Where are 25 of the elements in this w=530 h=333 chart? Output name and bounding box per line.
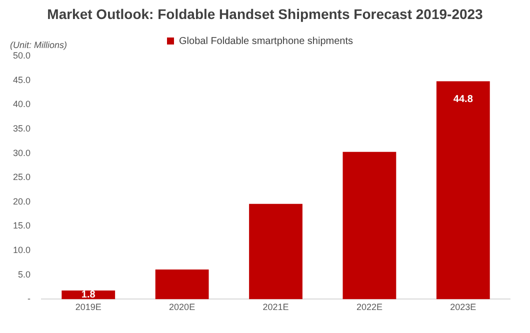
x-tick-label: 2021E: [262, 302, 289, 312]
bar: [155, 270, 209, 300]
y-tick-label: 20.0: [12, 196, 31, 206]
x-tick-label: 2019E: [75, 302, 102, 312]
bar: [249, 204, 302, 300]
bar: [436, 81, 490, 300]
data-label: 1.8: [81, 290, 96, 301]
data-label: 44.8: [453, 94, 474, 106]
y-tick-label: 35.0: [12, 123, 31, 134]
x-tick-label: 2020E: [169, 302, 196, 312]
y-tick-label: 5.0: [18, 269, 31, 280]
legend-label: Global Foldable smartphone shipments: [179, 36, 353, 47]
y-axis-title: (Unit: Millions): [10, 40, 68, 50]
x-tick-label: 2022E: [356, 302, 382, 312]
y-tick-label: -: [28, 294, 31, 304]
chart-title: Market Outlook: Foldable Handset Shipments Forecast 2019-2023: [46, 6, 484, 22]
y-tick-label: 50.0: [12, 50, 31, 60]
y-tick-label: 45.0: [12, 74, 31, 85]
y-tick-label: 15.0: [12, 220, 31, 231]
y-tick-label: 30.0: [12, 148, 31, 158]
y-tick-label: 10.0: [12, 245, 31, 256]
y-tick-label: 25.0: [12, 172, 31, 182]
y-tick-label: 40.0: [12, 99, 31, 110]
bar: [342, 152, 396, 300]
x-tick-label: 2023E: [450, 302, 476, 312]
